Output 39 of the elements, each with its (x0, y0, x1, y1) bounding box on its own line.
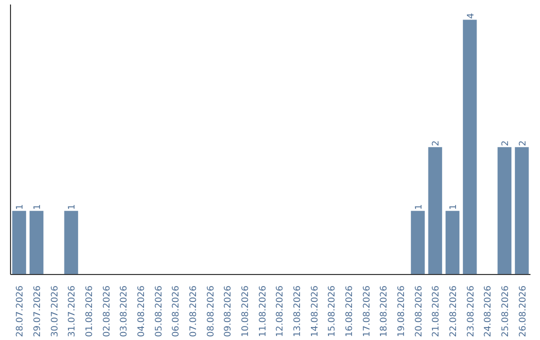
x-tick-label: 31.07.2026 (68, 285, 78, 338)
x-tick-label: 01.08.2026 (85, 285, 95, 338)
x-tick-label: 09.08.2026 (224, 285, 234, 338)
data-label: 1 (449, 204, 459, 210)
data-label: 4 (466, 12, 476, 19)
x-tick-label: 14.08.2026 (310, 285, 320, 338)
x-tick-label: 10.08.2026 (241, 285, 251, 338)
x-tick-label: 03.08.2026 (120, 285, 130, 338)
x-tick-label: 02.08.2026 (102, 285, 112, 338)
x-tick-label: 11.08.2026 (258, 285, 268, 338)
x-tick-label: 16.08.2026 (345, 285, 355, 338)
x-tick-label: 28.07.2026 (16, 285, 26, 338)
x-tick-label: 17.08.2026 (362, 285, 372, 338)
data-label: 1 (33, 204, 43, 210)
x-tick-label: 07.08.2026 (189, 285, 199, 338)
x-tick-label: 05.08.2026 (154, 285, 164, 338)
x-tick-label: 23.08.2026 (466, 285, 476, 338)
x-tick-label: 06.08.2026 (172, 285, 182, 338)
x-tick-label: 22.08.2026 (449, 285, 459, 338)
x-tick-label: 15.08.2026 (328, 285, 338, 338)
x-tick-label: 12.08.2026 (276, 285, 286, 338)
x-tick-label: 04.08.2026 (137, 285, 147, 338)
x-tick-label: 20.08.2026 (414, 285, 424, 338)
x-tick-label: 29.07.2026 (33, 285, 43, 338)
data-label: 1 (68, 204, 78, 210)
x-tick-label: 25.08.2026 (501, 285, 511, 338)
x-tick-label: 30.07.2026 (50, 285, 60, 338)
x-tick-label: 26.08.2026 (518, 285, 528, 338)
x-tick-label: 18.08.2026 (380, 285, 390, 338)
data-label: 2 (518, 140, 528, 146)
x-tick-label: 13.08.2026 (293, 285, 303, 338)
x-tick-label: 19.08.2026 (397, 285, 407, 338)
x-tick-label: 24.08.2026 (484, 285, 494, 338)
data-label: 1 (414, 204, 424, 210)
data-label: 1 (16, 204, 26, 210)
data-label: 2 (432, 140, 442, 146)
x-tick-label: 08.08.2026 (206, 285, 216, 338)
data-label: 2 (501, 140, 511, 146)
x-tick-label: 21.08.2026 (432, 285, 442, 338)
